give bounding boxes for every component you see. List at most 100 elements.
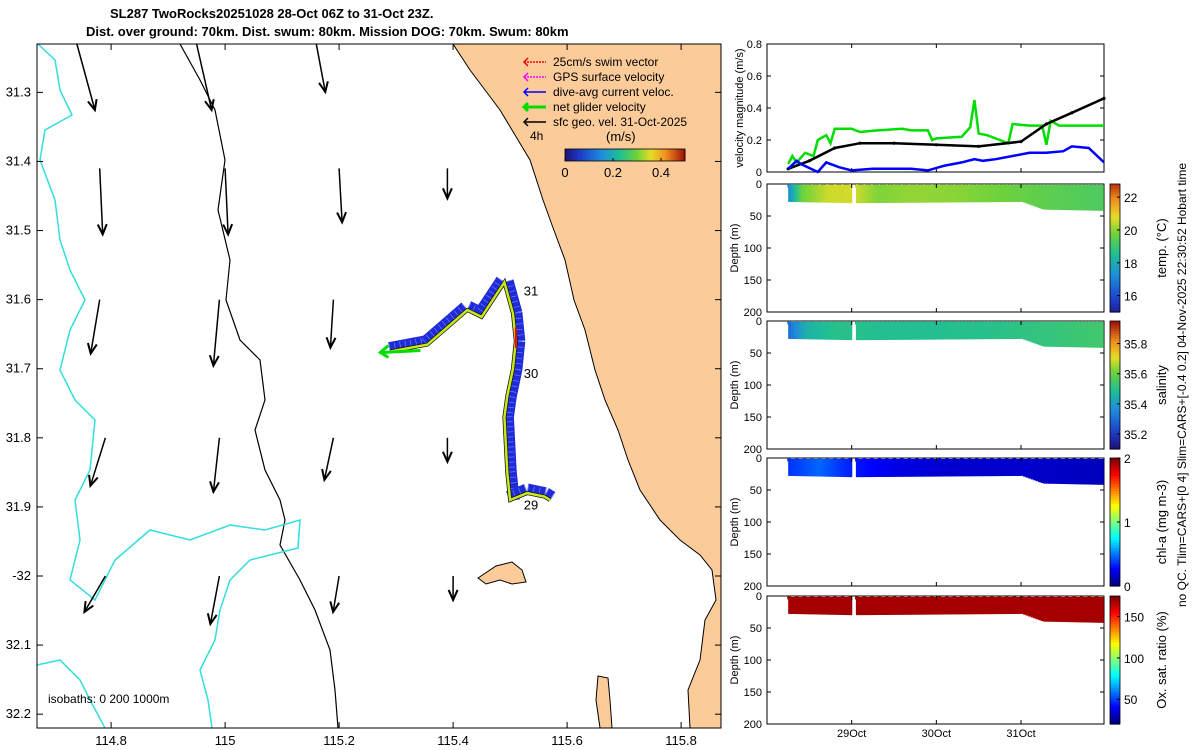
section-cast xyxy=(1023,185,1027,203)
section-cast xyxy=(821,322,825,340)
section-cast xyxy=(998,322,1002,340)
section-cast xyxy=(808,322,812,340)
current-arrow xyxy=(442,168,453,201)
section-cast xyxy=(841,185,845,203)
section-cast xyxy=(898,185,902,203)
section-cast xyxy=(1013,322,1017,339)
section-cast xyxy=(1058,459,1062,484)
section-cast xyxy=(908,597,912,615)
lon-tick-label: 115.8 xyxy=(665,733,697,748)
section-cast xyxy=(990,459,994,477)
depth-tick: 0 xyxy=(756,591,762,603)
section-cast xyxy=(930,459,934,477)
section-cast xyxy=(855,322,860,341)
section-cast xyxy=(818,597,822,615)
section-cast xyxy=(823,597,827,615)
colorbar-tick: 18 xyxy=(1124,257,1138,271)
section-cast xyxy=(858,185,862,204)
section-cast xyxy=(913,185,917,203)
section-cast xyxy=(1008,597,1012,615)
section-cast xyxy=(1035,185,1039,208)
section-cast xyxy=(1098,597,1102,623)
section-cast xyxy=(950,597,954,615)
section-cast xyxy=(940,597,944,615)
lat-tick-label: 31.6 xyxy=(6,292,31,307)
section-cast xyxy=(968,322,972,340)
island xyxy=(477,561,527,585)
section-cast xyxy=(978,185,982,203)
section-cast xyxy=(965,322,969,340)
section-cast xyxy=(793,597,797,615)
section-cast xyxy=(878,185,882,203)
section-cast xyxy=(1025,322,1029,341)
section-cast xyxy=(1025,459,1029,478)
section-cast xyxy=(988,185,992,203)
section-cast xyxy=(1088,322,1092,348)
section-cast xyxy=(1040,459,1044,484)
section-cast xyxy=(993,185,997,203)
section-cast xyxy=(968,459,972,477)
section-cast xyxy=(1073,185,1077,211)
section-cast xyxy=(1100,185,1104,211)
velocity-ytick: 0.2 xyxy=(747,135,762,147)
section-cast xyxy=(928,459,932,477)
depth-tick: 50 xyxy=(750,623,762,635)
section-cast xyxy=(1015,459,1019,476)
section-cast xyxy=(823,322,827,340)
section-cast xyxy=(855,597,860,616)
section-cast xyxy=(1000,185,1004,203)
section-cast xyxy=(868,459,872,478)
section-cast xyxy=(1028,459,1032,479)
depth-tick: 0 xyxy=(756,316,762,328)
colorbar-label: Ox. sat. ratio (%) xyxy=(1154,611,1169,709)
section-cast xyxy=(918,597,922,615)
section-cast xyxy=(965,597,969,615)
colorbar-label: chl-a (mg m-3) xyxy=(1154,480,1169,565)
section-cast xyxy=(836,597,840,615)
section-cast xyxy=(885,322,889,340)
section-cast xyxy=(1003,459,1007,477)
section-cast xyxy=(1015,185,1019,202)
section-cast xyxy=(1098,322,1102,348)
section-cast xyxy=(1030,459,1034,480)
section-cast xyxy=(1088,185,1092,211)
track-map: 31 30 29 114.8 115 115.2 115.4 115.6 115.8 31.3 3… xyxy=(6,43,722,748)
section-cast xyxy=(808,597,812,615)
depth-tick: 0 xyxy=(756,453,762,465)
day-labels: 31 30 29 xyxy=(524,283,538,512)
section-cast xyxy=(1080,185,1084,211)
section-cast xyxy=(955,597,959,615)
section-cast xyxy=(1040,185,1044,210)
section-cast xyxy=(1028,322,1032,342)
section-cast xyxy=(865,459,869,478)
section-cast xyxy=(1030,597,1034,618)
section-cast xyxy=(945,459,949,477)
section-cast xyxy=(1058,322,1062,347)
section-cast xyxy=(793,459,797,477)
section-cast xyxy=(1075,322,1079,348)
section-cast xyxy=(823,185,827,203)
lon-tick-label: 115 xyxy=(215,733,236,748)
section-cast xyxy=(910,459,914,477)
legend-entry: 25cm/s swim vector xyxy=(522,55,658,69)
section-cast xyxy=(953,185,957,203)
section-cast xyxy=(1060,185,1064,210)
depth-tick: 50 xyxy=(750,348,762,360)
section-cast xyxy=(980,459,984,477)
current-arrow xyxy=(88,437,107,489)
section-cast xyxy=(1055,185,1059,210)
section-cast xyxy=(1050,185,1054,210)
section-cast xyxy=(1093,459,1097,485)
section-cast xyxy=(938,322,942,340)
colorbar-tick: 0.2 xyxy=(604,165,622,180)
section-cast xyxy=(958,459,962,477)
section-cast xyxy=(875,597,879,616)
section-cast xyxy=(953,597,957,615)
section-cast xyxy=(1030,185,1034,206)
section-cast xyxy=(1048,322,1052,347)
lon-tick-label: 115.4 xyxy=(437,733,469,748)
section-cast xyxy=(945,322,949,340)
legend-4h-label: 4h xyxy=(530,129,543,143)
section-cast xyxy=(893,459,897,477)
section-cast xyxy=(1080,322,1084,348)
